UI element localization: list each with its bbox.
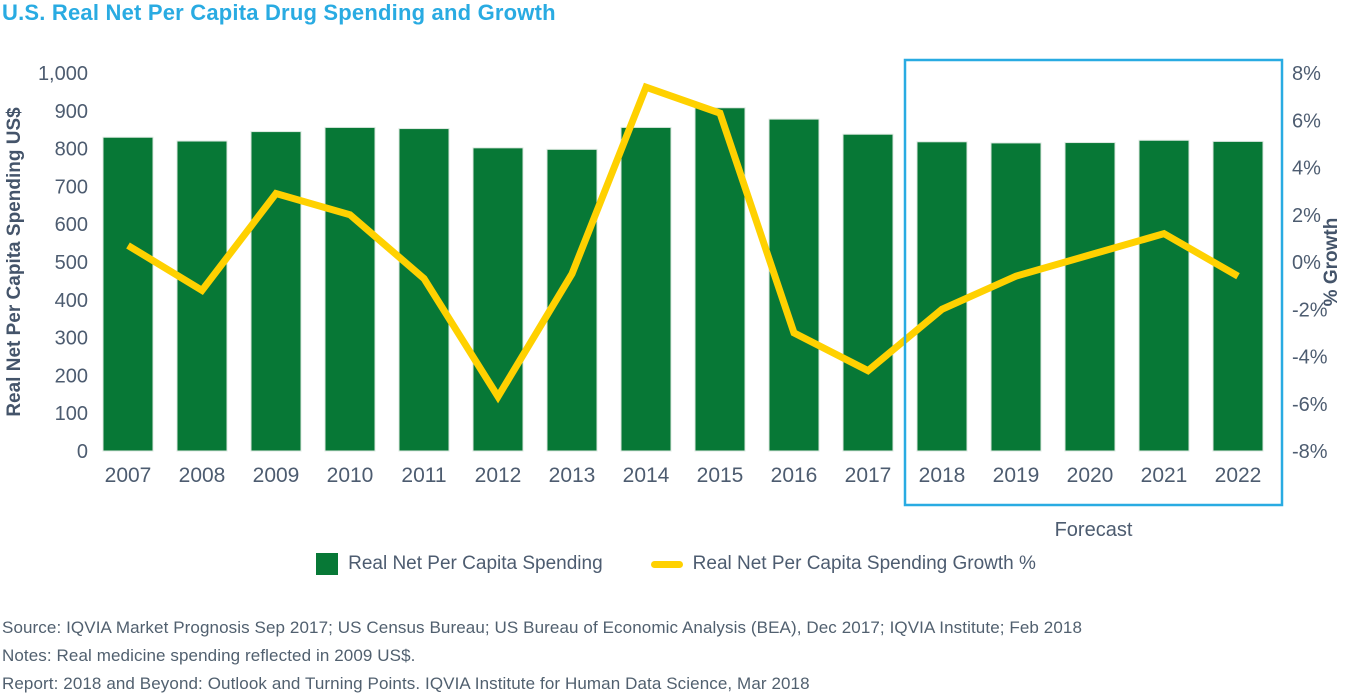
right-axis-tick-2: 2% bbox=[1292, 205, 1321, 227]
legend-item-growth: Real Net Per Capita Spending Growth % bbox=[650, 553, 1036, 575]
legend-swatch-spending-icon bbox=[316, 553, 339, 575]
legend: Real Net Per Capita Spending Real Net Pe… bbox=[0, 553, 1352, 575]
legend-label-spending: Real Net Per Capita Spending bbox=[348, 553, 603, 574]
bar-2022 bbox=[1212, 140, 1264, 452]
bar-2017 bbox=[842, 133, 894, 452]
right-axis-tick--4: -4% bbox=[1292, 347, 1328, 369]
bar-2018 bbox=[916, 141, 968, 452]
x-axis-label-2022: 2022 bbox=[1215, 464, 1262, 487]
x-axis-label-2020: 2020 bbox=[1067, 464, 1114, 487]
growth-line bbox=[126, 82, 1240, 404]
bar-2012 bbox=[472, 147, 524, 452]
footnote-source: Source: IQVIA Market Prognosis Sep 2017;… bbox=[2, 618, 1083, 637]
legend-dash-growth-icon bbox=[650, 560, 683, 568]
left-axis-tick-600: 600 bbox=[55, 214, 88, 236]
left-axis-tick-200: 200 bbox=[55, 365, 88, 387]
chart-canvas: 0 100 200 300 400 500 600 700 800 900 1,000 8% 6% 4% 2… bbox=[4, 58, 1342, 541]
right-axis-tick--2: -2% bbox=[1292, 299, 1328, 321]
bar-2009 bbox=[250, 131, 302, 452]
x-axis-label-2013: 2013 bbox=[549, 464, 596, 487]
right-axis-tick-0: 0% bbox=[1292, 252, 1321, 274]
x-axis-label-2015: 2015 bbox=[697, 464, 744, 487]
x-axis-label-2011: 2011 bbox=[401, 464, 446, 487]
legend-item-spending: Real Net Per Capita Spending bbox=[316, 553, 603, 575]
left-axis-tick-500: 500 bbox=[55, 252, 88, 274]
bar-2011 bbox=[398, 128, 450, 452]
right-axis-tick--8: -8% bbox=[1292, 441, 1328, 463]
bar-2019 bbox=[990, 142, 1042, 452]
bar-2021 bbox=[1138, 139, 1190, 452]
left-axis-tick-1000: 1,000 bbox=[38, 63, 88, 85]
right-axis-tick-6: 6% bbox=[1292, 110, 1321, 132]
x-axis-label-2008: 2008 bbox=[179, 464, 226, 487]
left-axis-tick-900: 900 bbox=[55, 101, 88, 123]
x-axis-label-2016: 2016 bbox=[771, 464, 818, 487]
x-axis-label-2009: 2009 bbox=[253, 464, 300, 487]
bar-2014 bbox=[620, 126, 672, 452]
footnote-report: Report: 2018 and Beyond: Outlook and Tur… bbox=[2, 674, 810, 693]
right-axis-tick-8: 8% bbox=[1292, 63, 1321, 85]
x-axis-label-2021: 2021 bbox=[1141, 464, 1188, 487]
x-axis-label-2018: 2018 bbox=[919, 464, 966, 487]
forecast-box bbox=[903, 58, 1284, 507]
left-axis-tick-800: 800 bbox=[55, 139, 88, 161]
bar-2008 bbox=[176, 140, 228, 452]
left-axis-tick-700: 700 bbox=[55, 176, 88, 198]
forecast-label: Forecast bbox=[1055, 519, 1133, 541]
left-axis-tick-0: 0 bbox=[77, 441, 88, 463]
x-axis-label-2007: 2007 bbox=[105, 464, 152, 487]
left-axis-tick-400: 400 bbox=[55, 290, 88, 312]
right-axis-title: % Growth bbox=[1321, 218, 1342, 307]
right-axis-tick-4: 4% bbox=[1292, 158, 1321, 180]
bar-2020 bbox=[1064, 142, 1116, 452]
x-axis-label-2010: 2010 bbox=[327, 464, 374, 487]
x-axis-label-2017: 2017 bbox=[845, 464, 892, 487]
x-axis-label-2012: 2012 bbox=[475, 464, 522, 487]
left-axis-tick-100: 100 bbox=[55, 403, 88, 425]
footnotes: Source: IQVIA Market Prognosis Sep 2017;… bbox=[2, 614, 1082, 695]
x-axis-label-2014: 2014 bbox=[623, 464, 670, 487]
footnote-notes: Notes: Real medicine spending reflected … bbox=[2, 646, 416, 665]
bar-2007 bbox=[102, 136, 154, 452]
legend-label-growth: Real Net Per Capita Spending Growth % bbox=[692, 553, 1036, 574]
left-axis-tick-300: 300 bbox=[55, 328, 88, 350]
chart-title: U.S. Real Net Per Capita Drug Spending a… bbox=[2, 0, 556, 25]
x-axis-label-2019: 2019 bbox=[993, 464, 1040, 487]
left-axis-title: Real Net Per Capita Spending US$ bbox=[4, 107, 25, 417]
bar-2010 bbox=[324, 126, 376, 452]
right-axis-tick--6: -6% bbox=[1292, 394, 1328, 416]
